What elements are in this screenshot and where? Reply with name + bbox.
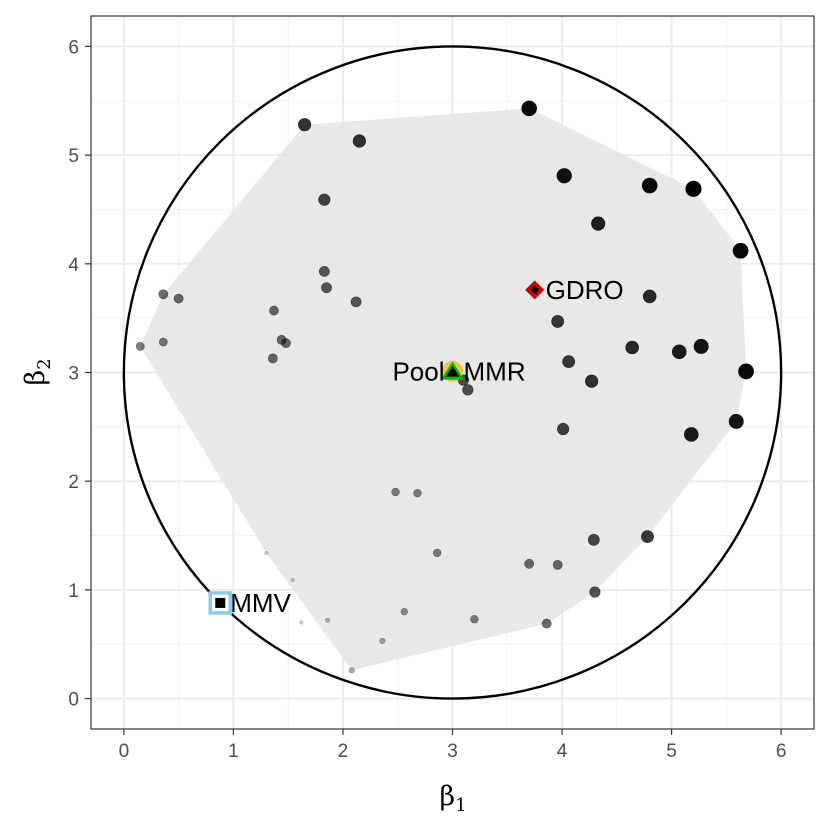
data-point — [432, 548, 442, 558]
mmr-label: MMR — [464, 356, 526, 386]
data-point — [541, 618, 552, 629]
annotation-layer: Pool MMR GDRO MMV — [230, 275, 623, 618]
data-point — [269, 305, 279, 316]
data-point — [557, 422, 570, 436]
gdro-marker-inner — [530, 285, 540, 295]
data-point — [318, 193, 331, 206]
reference-circle — [122, 45, 783, 700]
data-point — [641, 177, 658, 194]
convex-hull — [140, 108, 747, 671]
data-point — [693, 338, 709, 354]
data-point — [556, 168, 572, 184]
data-point — [552, 559, 563, 570]
data-point — [585, 374, 599, 388]
data-point — [684, 427, 699, 442]
data-point — [551, 315, 565, 328]
x-tick-label: 5 — [666, 741, 677, 762]
data-point — [732, 242, 749, 259]
data-point — [318, 266, 330, 277]
data-point — [524, 558, 535, 569]
data-point — [290, 577, 295, 583]
hull-layer — [140, 108, 747, 671]
x-tick-label: 4 — [557, 741, 568, 762]
data-point — [587, 533, 600, 546]
data-point — [400, 607, 408, 616]
data-point — [348, 667, 355, 674]
data-point — [135, 342, 145, 351]
x-tick-label: 3 — [447, 741, 458, 762]
gdro-label: GDRO — [546, 275, 624, 305]
data-point — [671, 344, 687, 360]
data-point — [641, 530, 654, 544]
data-point — [325, 617, 331, 623]
tick-layer: 0 1 2 3 4 5 6 0 1 2 3 4 5 6 — [68, 37, 786, 762]
y-tick-label: 0 — [68, 690, 79, 711]
data-point — [379, 637, 386, 645]
x-tick-label: 2 — [338, 741, 349, 762]
x-axis-title: β1 — [439, 781, 466, 816]
data-point — [462, 384, 474, 396]
data-point — [158, 289, 169, 300]
data-point — [642, 289, 657, 304]
x-tick-label: 0 — [119, 741, 130, 762]
data-point — [470, 615, 479, 624]
y-tick-label: 6 — [68, 37, 79, 58]
data-point — [413, 488, 422, 498]
circle-layer — [122, 45, 783, 700]
data-point — [562, 355, 576, 369]
data-point — [264, 550, 269, 556]
points-layer — [135, 100, 754, 674]
y-axis-title: β2 — [20, 358, 55, 385]
data-point — [352, 134, 366, 148]
data-point — [298, 118, 312, 132]
data-point — [738, 363, 754, 380]
data-point — [625, 340, 639, 355]
x-tick-label: 1 — [228, 741, 239, 762]
y-tick-label: 4 — [68, 255, 79, 276]
data-point — [173, 293, 184, 304]
data-point — [391, 487, 400, 497]
data-point — [281, 338, 291, 349]
y-tick-label: 2 — [68, 472, 79, 493]
data-point — [158, 337, 168, 347]
mmv-label: MMV — [230, 588, 291, 618]
data-point — [299, 620, 304, 625]
data-point — [267, 353, 278, 364]
pool-mmr-label: Pool — [392, 356, 444, 386]
data-point — [728, 413, 744, 429]
y-tick-label: 1 — [68, 581, 79, 602]
data-point — [685, 180, 702, 197]
data-point — [591, 216, 606, 231]
marker-layer — [208, 280, 545, 615]
data-point — [589, 586, 601, 598]
mmv-marker-inner — [215, 597, 226, 608]
data-point — [350, 296, 362, 308]
x-tick-label: 6 — [776, 741, 787, 762]
y-tick-label: 3 — [68, 364, 79, 385]
data-point — [521, 100, 537, 117]
data-point — [321, 282, 332, 294]
mmr-marker-inner — [445, 365, 460, 377]
y-tick-label: 5 — [68, 146, 79, 167]
